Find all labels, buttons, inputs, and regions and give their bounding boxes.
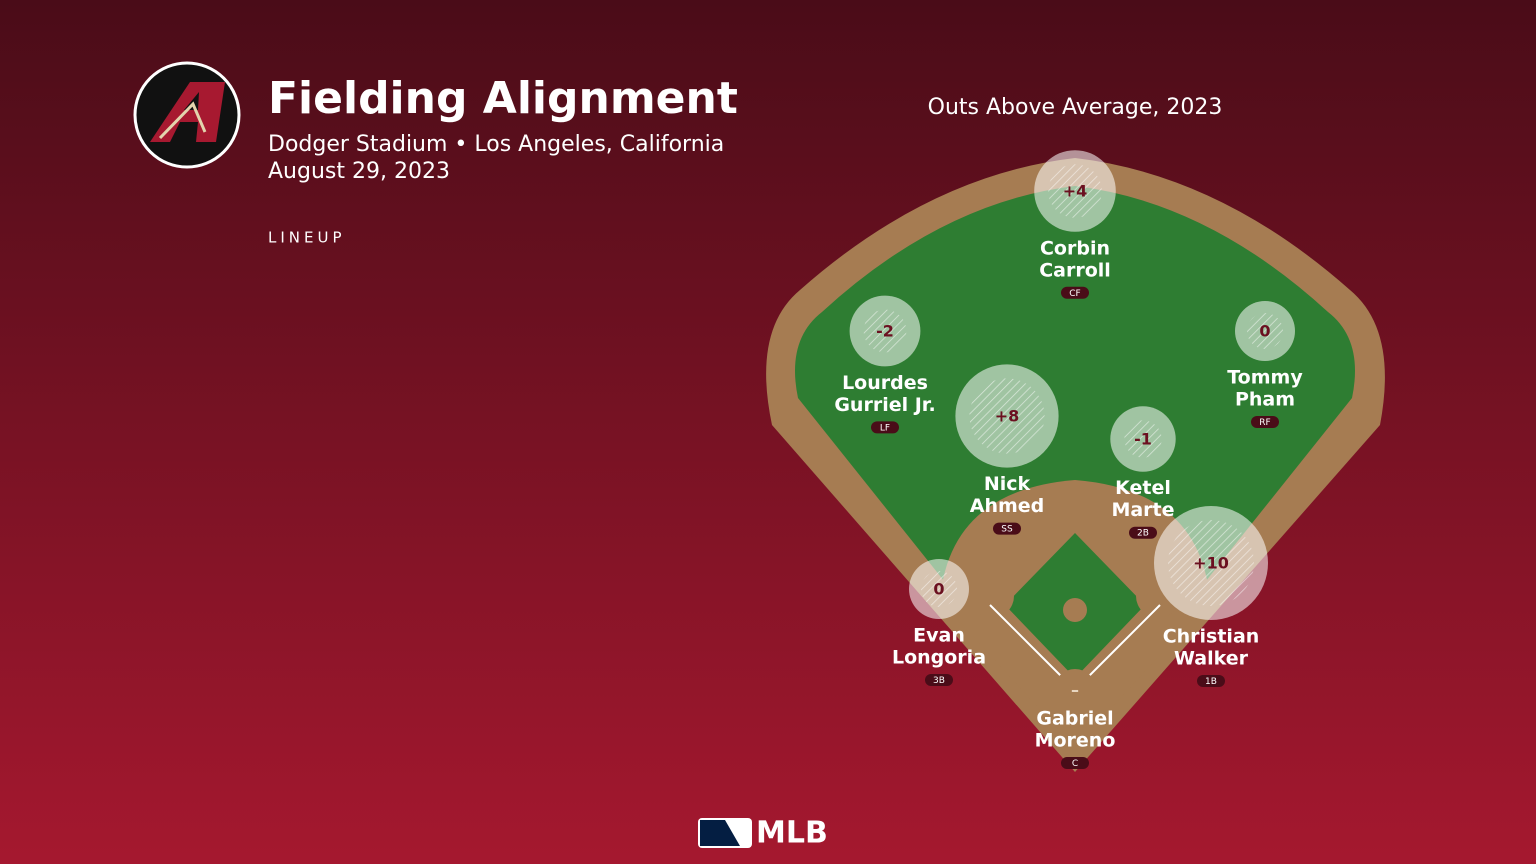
player-name: Carroll bbox=[1039, 259, 1111, 281]
oaa-label: +10 bbox=[1193, 554, 1229, 573]
position-badge bbox=[1197, 675, 1225, 687]
player-name: Moreno bbox=[1035, 730, 1116, 752]
player-name: Longoria bbox=[892, 647, 986, 669]
position-badge bbox=[1061, 757, 1089, 769]
player-name: Corbin bbox=[1040, 237, 1110, 259]
player-name: Lourdes bbox=[842, 372, 928, 394]
oaa-hatch bbox=[1048, 164, 1102, 218]
player-name: Tommy bbox=[1227, 367, 1303, 389]
position-label: 1B bbox=[1205, 677, 1217, 687]
team-logo bbox=[133, 61, 241, 169]
oaa-label: -2 bbox=[876, 322, 894, 341]
venue: Dodger Stadium • Los Angeles, California bbox=[268, 132, 724, 157]
position-badge bbox=[1251, 416, 1279, 428]
player-name: Evan bbox=[913, 625, 965, 647]
oaa-label: – bbox=[1071, 681, 1079, 700]
position-label: 2B bbox=[1137, 529, 1149, 539]
player-name: Marte bbox=[1111, 499, 1174, 521]
oaa-label: +4 bbox=[1063, 182, 1088, 201]
position-badge bbox=[1061, 286, 1089, 299]
oaa-hatch bbox=[1124, 420, 1162, 458]
date: August 29, 2023 bbox=[268, 159, 450, 184]
brand: MLB bbox=[756, 816, 828, 851]
player-name: Walker bbox=[1174, 648, 1249, 670]
position-label: 3B bbox=[933, 676, 945, 686]
oaa-hatch bbox=[921, 571, 957, 607]
position-badge bbox=[925, 674, 953, 686]
position-label: C bbox=[1072, 759, 1078, 769]
player-name: Pham bbox=[1235, 389, 1295, 411]
position-label: RF bbox=[1259, 418, 1270, 428]
legend-title: Outs Above Average, 2023 bbox=[928, 95, 1223, 120]
position-badge bbox=[871, 421, 899, 434]
oaa-hatch bbox=[863, 309, 907, 353]
footer-logo: MLB bbox=[698, 816, 828, 851]
oaa-hatch bbox=[1168, 520, 1254, 606]
player-name: Gabriel bbox=[1036, 708, 1113, 730]
oaa-hatch bbox=[969, 378, 1045, 454]
position-badge bbox=[993, 522, 1021, 535]
oaa-label: +8 bbox=[995, 407, 1020, 426]
player-name: Ketel bbox=[1115, 477, 1171, 499]
oaa-label: 0 bbox=[933, 580, 944, 599]
player-name: Ahmed bbox=[970, 495, 1045, 517]
title: Fielding Alignment bbox=[268, 73, 738, 124]
position-label: LF bbox=[880, 423, 890, 433]
oaa-label: -1 bbox=[1134, 430, 1152, 449]
position-badge bbox=[1129, 526, 1157, 539]
position-label: SS bbox=[1001, 525, 1013, 535]
section-label: LINEUP bbox=[268, 229, 346, 247]
player-name: Nick bbox=[984, 473, 1031, 495]
oaa-hatch bbox=[1247, 313, 1283, 349]
position-label: CF bbox=[1069, 289, 1080, 299]
player-name: Gurriel Jr. bbox=[834, 394, 935, 416]
oaa-label: 0 bbox=[1259, 322, 1270, 341]
player-name: Christian bbox=[1163, 626, 1260, 648]
